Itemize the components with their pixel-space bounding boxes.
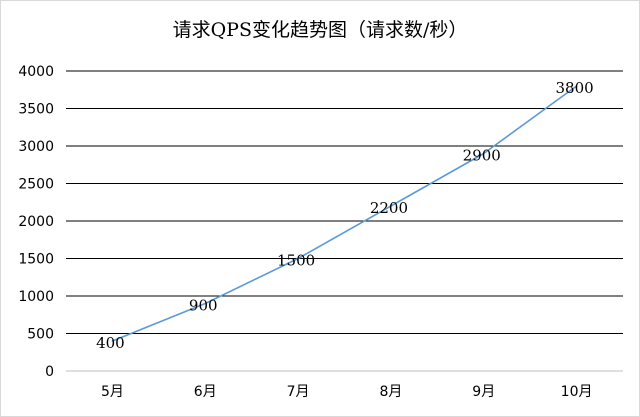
y-tick-label: 2500 xyxy=(18,177,54,193)
data-label: 2200 xyxy=(370,199,408,217)
y-tick-label: 1500 xyxy=(18,252,54,268)
data-point xyxy=(111,340,114,342)
data-point xyxy=(575,85,578,87)
x-tick-label: 6月 xyxy=(194,384,217,400)
x-tick-label: 7月 xyxy=(287,384,310,400)
data-label: 1500 xyxy=(277,252,315,270)
data-point xyxy=(297,257,299,260)
chart-title: 请求QPS变化趋势图（请求数/秒） xyxy=(172,19,468,41)
data-point xyxy=(482,152,485,155)
y-tick-label: 3000 xyxy=(18,139,54,155)
data-point xyxy=(204,302,207,305)
y-tick-label: 2000 xyxy=(18,214,54,230)
data-label: 3800 xyxy=(555,79,593,97)
y-tick-label: 500 xyxy=(27,327,54,343)
x-tick-label: 5月 xyxy=(101,384,124,400)
y-tick-label: 4000 xyxy=(18,64,54,80)
y-tick-label: 1000 xyxy=(18,289,54,305)
data-label: 900 xyxy=(189,297,218,315)
y-tick-label: 3500 xyxy=(18,102,54,118)
x-tick-label: 9月 xyxy=(472,384,495,400)
x-tick-label: 10月 xyxy=(561,384,593,400)
series-line xyxy=(112,85,578,342)
y-tick-label: 0 xyxy=(45,364,54,380)
x-tick-label: 8月 xyxy=(379,384,402,400)
data-label: 2900 xyxy=(463,147,501,165)
data-label: 400 xyxy=(96,334,125,352)
data-point xyxy=(390,205,392,207)
